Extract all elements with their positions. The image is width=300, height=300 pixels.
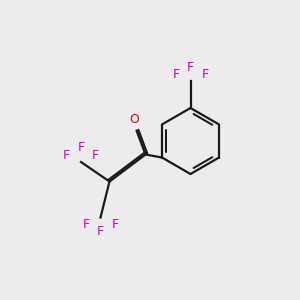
Text: F: F — [77, 141, 85, 154]
Text: F: F — [63, 149, 70, 162]
Text: F: F — [97, 225, 104, 238]
Text: F: F — [172, 68, 180, 81]
Text: F: F — [201, 68, 208, 81]
Text: F: F — [82, 218, 90, 231]
Text: F: F — [92, 149, 99, 162]
Text: F: F — [111, 218, 118, 231]
Text: O: O — [129, 112, 139, 126]
Text: F: F — [187, 61, 194, 74]
